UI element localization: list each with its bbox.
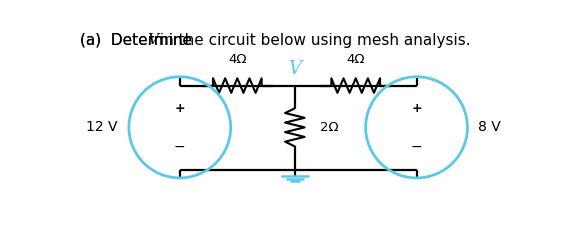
Text: (a)  Determine: (a) Determine [80,33,197,48]
Text: 2Ω: 2Ω [320,121,339,134]
Text: −: − [174,139,186,154]
Text: +: + [175,102,185,115]
Text: 8 V: 8 V [478,120,501,134]
Text: V: V [288,60,301,78]
Text: 4Ω: 4Ω [347,53,365,66]
Text: V: V [147,33,159,47]
Text: (a)  Determine: (a) Determine [80,33,197,48]
Text: −: − [411,139,423,154]
Text: in the circuit below using mesh analysis.: in the circuit below using mesh analysis… [155,33,471,48]
Text: 12 V: 12 V [86,120,118,134]
Text: 4Ω: 4Ω [228,53,247,66]
Text: +: + [411,102,422,115]
Text: (a)  Determine      in the circuit below using mesh analysis.: (a) Determine in the circuit below using… [80,33,532,48]
